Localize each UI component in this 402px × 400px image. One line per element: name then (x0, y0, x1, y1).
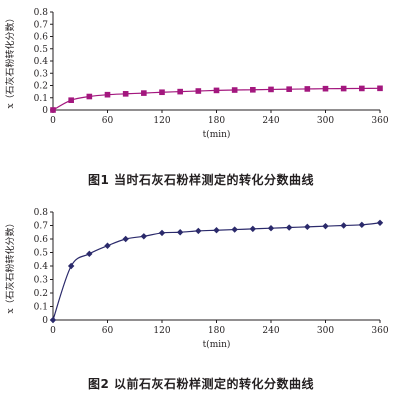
data-point-marker (86, 93, 93, 100)
data-point-marker (159, 89, 165, 96)
y-tick-label: 0.8 (34, 208, 49, 218)
data-point-marker (376, 219, 384, 226)
data-point-marker (322, 85, 329, 92)
y-tick-label: 0.2 (34, 289, 48, 299)
y-tick-label: 0.5 (34, 249, 49, 259)
x-axis-title: t(min) (203, 129, 231, 140)
data-point-marker (177, 88, 183, 95)
x-tick-label: 60 (102, 116, 114, 126)
data-point-marker (49, 316, 57, 324)
x-tick-label: 180 (208, 326, 225, 336)
data-point-marker (67, 262, 75, 270)
y-axis-title: x（石灰石粉转化分数） (4, 13, 16, 108)
y-tick-label: 0.8 (34, 8, 49, 18)
data-point-marker (304, 223, 311, 231)
y-tick-label: 0.6 (34, 33, 49, 43)
data-point-marker (231, 226, 238, 233)
x-axis-title: t(min) (203, 339, 231, 350)
y-tick-label: 0.2 (34, 82, 48, 92)
y-tick-label: 0.4 (34, 57, 49, 67)
x-tick-label: 360 (371, 326, 388, 336)
x-tick-label: 120 (153, 116, 170, 126)
data-point-marker (213, 227, 220, 234)
data-point-marker (231, 87, 238, 93)
chart-2: 0 0.1 0.2 0.3 0.4 0.5 0.6 0.7 0.8 0 60 120 180 240 300… (4, 208, 389, 350)
data-point-marker (268, 86, 274, 93)
x-tick-label: 360 (371, 116, 388, 126)
y-tick-label: 0.7 (34, 20, 49, 30)
data-point-marker (340, 222, 347, 229)
figure-2-caption: 图2 以前石灰石粉样测定的转化分数曲线 (87, 377, 315, 391)
data-point-marker (304, 86, 311, 92)
data-point-marker (195, 88, 202, 94)
data-point-marker (50, 107, 56, 113)
y-tick-label: 0.3 (34, 69, 49, 79)
y-tick-label: 0 (42, 316, 48, 326)
x-tick-label: 0 (50, 116, 56, 126)
data-point-marker (358, 221, 366, 229)
y-tick-label: 0.7 (34, 222, 49, 232)
x-tick-label: 300 (317, 326, 334, 336)
data-point-marker (322, 222, 329, 230)
y-tick-label: 0.1 (34, 303, 48, 313)
data-point-marker (213, 87, 220, 94)
data-point-marker (122, 91, 129, 97)
data-point-marker (285, 224, 293, 231)
y-tick-label: 0.1 (34, 94, 48, 104)
data-point-marker (86, 250, 93, 258)
chart-1: 0 0.1 0.2 0.3 0.4 0.5 0.6 0.7 0.8 0 60 120 180 240 300… (4, 8, 389, 140)
x-tick-label: 60 (102, 326, 114, 336)
data-point-marker (286, 86, 292, 92)
data-point-marker (158, 229, 166, 237)
x-tick-label: 0 (50, 326, 56, 336)
data-point-marker (176, 229, 184, 236)
data-point-marker (68, 97, 74, 103)
x-tick-label: 180 (208, 116, 225, 126)
data-point-marker (250, 86, 256, 93)
data-point-marker (104, 242, 111, 249)
figure-1-caption: 图1 当时石灰石粉样测定的转化分数曲线 (87, 173, 315, 187)
data-point-marker (195, 227, 202, 235)
figure-2: 0 0.1 0.2 0.3 0.4 0.5 0.6 0.7 0.8 0 60 120 180 240 300… (0, 198, 402, 400)
data-point-marker (340, 85, 347, 92)
y-axis-title: x（石灰石粉转化分数） (4, 218, 16, 313)
figure-1: 0 0.1 0.2 0.3 0.4 0.5 0.6 0.7 0.8 0 60 120 180 240 300… (0, 0, 402, 196)
y-tick-label: 0 (42, 106, 48, 116)
data-point-marker (249, 225, 257, 233)
data-point-marker (359, 85, 365, 92)
data-point-marker (140, 233, 148, 240)
data-point-marker (122, 235, 129, 243)
x-tick-label: 240 (262, 116, 279, 126)
x-tick-label: 300 (317, 116, 334, 126)
series-line (52, 222, 381, 321)
data-point-marker (141, 90, 147, 96)
y-tick-label: 0.5 (34, 45, 49, 55)
y-tick-label: 0.4 (34, 262, 49, 272)
data-point-marker (267, 225, 275, 232)
data-point-marker (377, 85, 383, 92)
x-tick-label: 120 (153, 326, 170, 336)
y-tick-label: 0.3 (34, 276, 49, 286)
data-point-marker (104, 91, 111, 98)
y-tick-label: 0.6 (34, 235, 49, 245)
x-tick-label: 240 (262, 326, 279, 336)
